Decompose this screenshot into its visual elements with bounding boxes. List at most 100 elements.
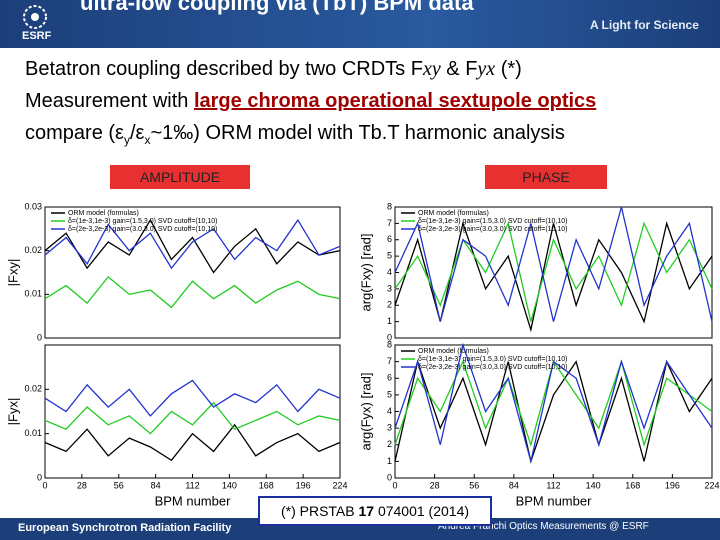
y-tick-label: 0.03 (24, 201, 42, 211)
text: /ε (129, 122, 145, 144)
header-bar (0, 0, 720, 48)
text: (*) PRSTAB (280, 503, 359, 519)
series-line (44, 275, 341, 309)
legend-label: δ=(1e-3,1e-3) gain=(1.5,3.0) SVD cutoff=… (68, 218, 218, 225)
logo-mark (23, 5, 47, 29)
y-tick-label: 0 (387, 332, 392, 342)
y-tick-label: 0.01 (24, 428, 42, 438)
text: compare (ε (25, 122, 124, 144)
label-box: PHASE (485, 165, 607, 189)
x-axis-label: BPM number (516, 493, 593, 508)
x-tick-label: 0 (392, 480, 397, 490)
text: Betatron coupling described by two CRDTs… (25, 58, 423, 80)
series-line (44, 218, 341, 274)
y-tick-label: 0.01 (24, 289, 42, 299)
x-tick-label: 28 (430, 480, 440, 490)
y-tick-label: 0.02 (24, 245, 42, 255)
series-line (44, 218, 341, 270)
y-tick-label: 7 (387, 218, 392, 228)
x-tick-label: 84 (151, 480, 161, 490)
x-tick-label: 168 (259, 480, 274, 490)
y-tick-label: 3 (387, 283, 392, 293)
text: 074001 (2014) (374, 503, 470, 519)
x-tick-label: 112 (546, 480, 560, 490)
x-axis-label: BPM number (155, 493, 232, 508)
text: y (123, 133, 130, 147)
y-tick-label: 3 (387, 423, 392, 433)
series-line (394, 221, 713, 322)
x-tick-label: 112 (185, 480, 199, 490)
y-tick-label: 2 (387, 300, 392, 310)
tagline: A Light for Science (590, 18, 699, 32)
y-tick-label: 4 (387, 406, 392, 416)
y-tick-label: 0 (37, 332, 42, 342)
x-tick-label: 224 (332, 480, 347, 490)
y-tick-label: 8 (387, 201, 392, 211)
series-line (394, 342, 713, 462)
plot-frame (44, 206, 341, 339)
y-tick-label: 6 (387, 234, 392, 244)
bullet: compare (εy/εx~1‰) ORM model with Tb.T h… (25, 122, 565, 147)
y-tick-label: 1 (387, 316, 392, 326)
logo: ESRF (22, 30, 52, 42)
footer-bar (0, 518, 720, 540)
legend-label: δ=(2e-3,2e-3) gain=(3.0,3.0) SVD cutoff=… (68, 226, 218, 233)
series-line (44, 401, 341, 435)
x-tick-label: 84 (509, 480, 519, 490)
y-axis-label: |Fxy| (5, 259, 20, 287)
y-tick-label: 4 (387, 267, 392, 277)
plot-background (0, 193, 720, 518)
institution: European Synchrotron Radiation Facility (18, 522, 232, 534)
y-tick-label: 6 (387, 373, 392, 383)
highlight: large chroma operational sextupole optic… (193, 90, 597, 112)
legend-label: ORM model (formulas) (418, 348, 489, 355)
text: Measurement with (25, 90, 194, 112)
x-tick-label: 140 (222, 480, 237, 490)
y-axis-label: arg(Fxy) [rad] (358, 233, 373, 311)
y-tick-label: 0 (37, 472, 42, 482)
y-tick-label: 2 (387, 439, 392, 449)
x-tick-label: 56 (469, 480, 479, 490)
text: ~1‰) ORM model with Tb.T harmonic analys… (150, 122, 565, 144)
y-tick-label: 0.02 (24, 384, 42, 394)
x-tick-label: 28 (77, 480, 87, 490)
y-tick-label: 5 (387, 251, 392, 261)
y-tick-label: 8 (387, 339, 392, 349)
series-line (44, 423, 341, 462)
title: ultra-low coupling via (TbT) BPM data (80, 0, 474, 15)
legend-label: δ=(1e-3,1e-3) gain=(1.5,3.0) SVD cutoff=… (418, 356, 568, 363)
x-tick-label: 196 (296, 480, 311, 490)
text: x (144, 133, 151, 147)
y-tick-label: 1 (387, 456, 392, 466)
y-tick-label: 7 (387, 356, 392, 366)
legend-label: δ=(2e-3,2e-3) gain=(3.0,3.0) SVD cutoff=… (418, 364, 568, 371)
y-axis-label: |Fyx| (5, 398, 20, 426)
y-tick-label: 5 (387, 389, 392, 399)
label-box: AMPLITUDE (110, 165, 250, 189)
text: & F (440, 58, 478, 80)
text: yx (477, 58, 496, 80)
x-tick-label: 168 (625, 480, 640, 490)
text: 17 (358, 503, 375, 519)
x-tick-label: 224 (704, 480, 719, 490)
y-tick-label: 0 (387, 472, 392, 482)
series-line (394, 206, 713, 322)
bullet: Measurement with large chroma operationa… (25, 90, 596, 113)
bullet: Betatron coupling described by two CRDTs… (25, 58, 522, 81)
text: (*) (495, 58, 522, 80)
x-tick-label: 0 (42, 480, 47, 490)
y-axis-label: arg(Fyx) [rad] (358, 372, 373, 450)
legend-label: δ=(1e-3,1e-3) gain=(1.5,3.0) SVD cutoff=… (418, 218, 568, 225)
legend-label: δ=(2e-3,2e-3) gain=(3.0,3.0) SVD cutoff=… (418, 226, 568, 233)
series-line (44, 379, 341, 417)
x-tick-label: 56 (114, 480, 124, 490)
author: Andrea Franchi Optics Measurements @ ESR… (438, 521, 649, 532)
text: xy (422, 58, 441, 80)
x-tick-label: 140 (586, 480, 601, 490)
legend-label: ORM model (formulas) (68, 210, 139, 217)
x-tick-label: 196 (665, 480, 680, 490)
legend-label: ORM model (formulas) (418, 210, 489, 217)
footnote: (*) PRSTAB 17 074001 (2014) (258, 496, 492, 526)
